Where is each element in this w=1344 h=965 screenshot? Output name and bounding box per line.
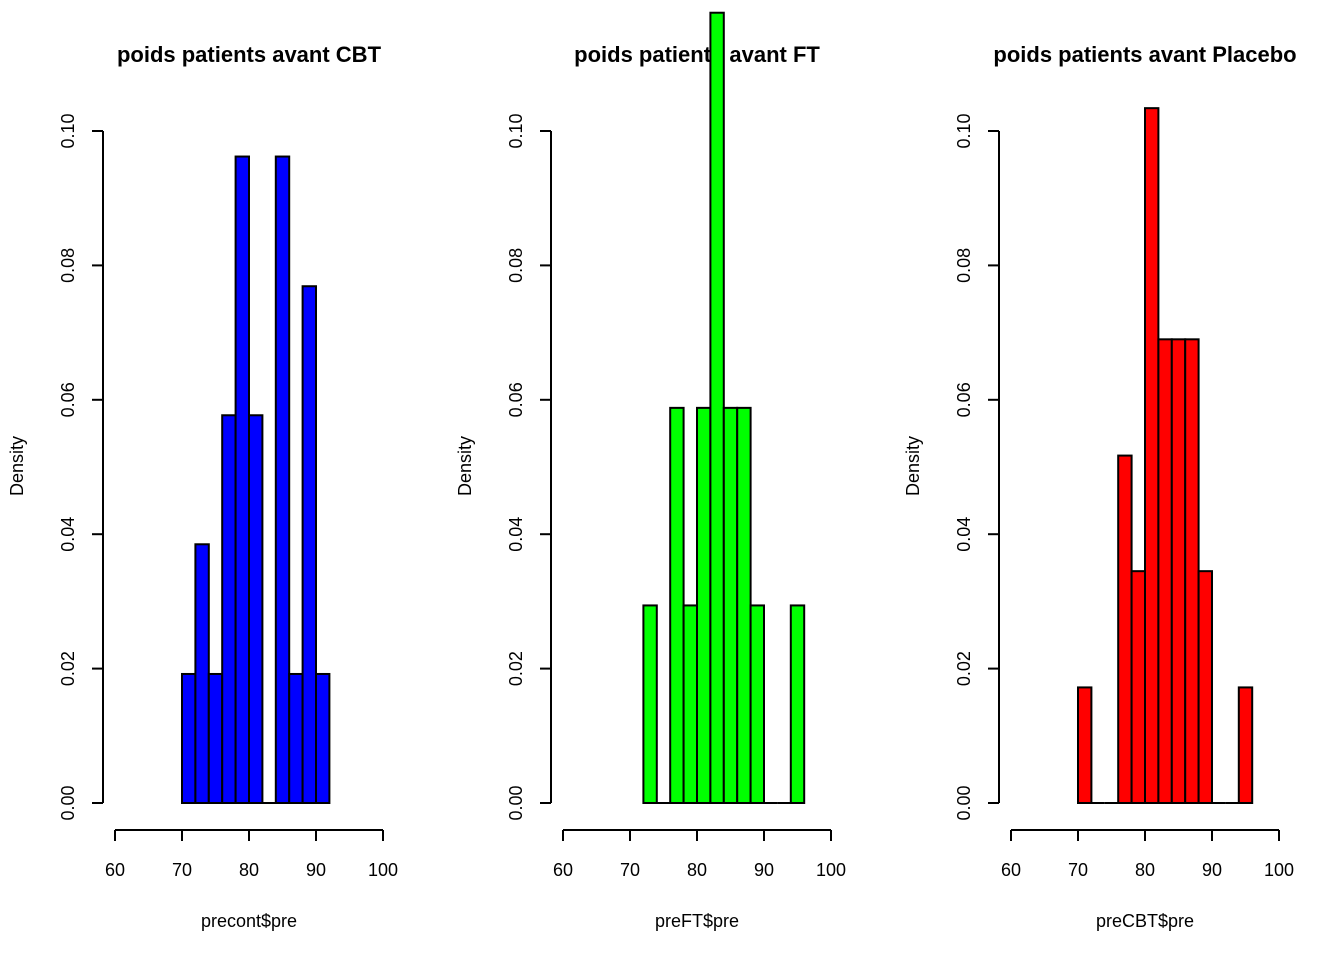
y-tick-label: 0.10 [506, 113, 526, 148]
x-tick-label: 60 [1001, 860, 1021, 880]
y-tick-label: 0.02 [506, 651, 526, 686]
histogram-bar [749, 604, 765, 804]
histogram-bar [642, 604, 658, 804]
histogram-bar [194, 543, 210, 805]
chart-title: poids patients avant Placebo [993, 42, 1296, 67]
histogram-bar [1197, 570, 1213, 804]
x-tick-label: 60 [553, 860, 573, 880]
x-tick-label: 80 [239, 860, 259, 880]
x-axis-label: preCBT$pre [1096, 911, 1194, 931]
histogram-bar [301, 285, 318, 804]
histogram-bar [1237, 686, 1254, 805]
x-tick-label: 70 [620, 860, 640, 880]
x-axis-label: preFT$pre [655, 911, 739, 931]
y-axis-label: Density [7, 436, 27, 496]
histogram-bar [1170, 338, 1187, 804]
x-tick-label: 70 [1068, 860, 1088, 880]
x-tick-label: 80 [687, 860, 707, 880]
y-axis-label: Density [455, 436, 475, 496]
y-tick-label: 0.00 [58, 785, 78, 820]
histogram-bar [288, 672, 304, 805]
histogram-bar [1077, 686, 1093, 805]
histogram-bar [274, 155, 291, 804]
histogram-bar [248, 414, 264, 804]
x-tick-label: 100 [1264, 860, 1294, 880]
y-tick-label: 0.10 [954, 113, 974, 148]
x-tick-label: 100 [816, 860, 846, 880]
histogram-bar [1130, 570, 1146, 804]
histogram-bar [207, 672, 224, 805]
x-tick-label: 100 [368, 860, 398, 880]
x-tick-label: 70 [172, 860, 192, 880]
y-tick-label: 0.00 [954, 785, 974, 820]
y-tick-label: 0.06 [506, 382, 526, 417]
histogram-bar [1117, 454, 1133, 804]
y-tick-label: 0.04 [954, 517, 974, 552]
histogram-bar [1157, 338, 1173, 804]
y-tick-label: 0.02 [954, 651, 974, 686]
histogram-bar [315, 672, 331, 805]
x-tick-label: 80 [1135, 860, 1155, 880]
histogram-bar [1184, 338, 1200, 804]
x-axis-label: precont$pre [201, 911, 297, 931]
chart-title: poids patients avant CBT [117, 42, 382, 67]
y-axis-label: Density [903, 436, 923, 496]
chart-title: poids patients avant FT [574, 42, 820, 67]
histogram-bar [789, 604, 806, 804]
y-tick-label: 0.10 [58, 113, 78, 148]
y-tick-label: 0.04 [58, 517, 78, 552]
histogram-bar [234, 155, 251, 804]
y-tick-label: 0.08 [58, 248, 78, 283]
y-tick-label: 0.04 [506, 517, 526, 552]
x-tick-label: 60 [105, 860, 125, 880]
histogram-bar [709, 11, 725, 804]
histogram-bar [221, 414, 237, 804]
y-tick-label: 0.08 [954, 248, 974, 283]
y-tick-label: 0.08 [506, 248, 526, 283]
histogram-bar [181, 672, 197, 805]
histogram-bar [696, 406, 712, 804]
x-tick-label: 90 [306, 860, 326, 880]
y-tick-label: 0.06 [954, 382, 974, 417]
histogram-bar [722, 406, 739, 804]
histogram-bar [736, 406, 752, 804]
histogram-bar [669, 406, 685, 804]
y-tick-label: 0.00 [506, 785, 526, 820]
x-tick-label: 90 [1202, 860, 1222, 880]
histogram-bar [1144, 107, 1160, 805]
y-tick-label: 0.02 [58, 651, 78, 686]
y-tick-label: 0.06 [58, 382, 78, 417]
x-tick-label: 90 [754, 860, 774, 880]
histogram-bar [682, 604, 698, 804]
